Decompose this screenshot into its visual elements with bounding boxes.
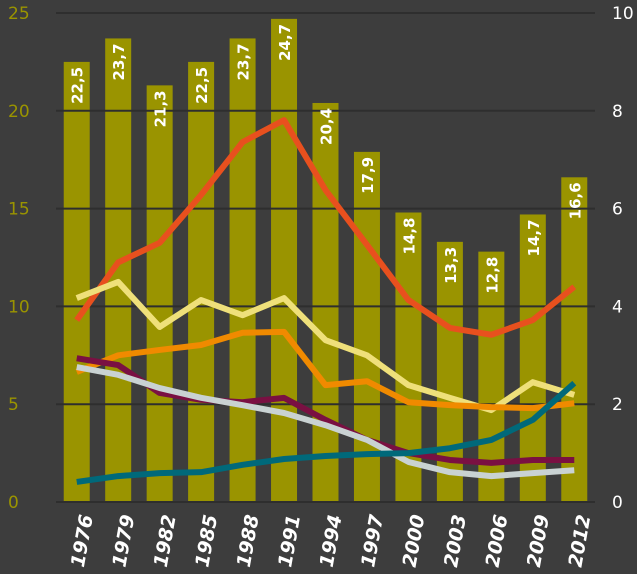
x-tick-label: 1982: [150, 513, 181, 569]
value-label: 20,4: [318, 108, 336, 145]
value-label: 17,9: [359, 157, 377, 194]
y-tick-label: 5: [8, 395, 19, 415]
line-series: [76, 355, 575, 466]
bar: [519, 214, 546, 502]
x-tick-label: 2009: [523, 513, 554, 569]
x-tick-label: 2006: [482, 513, 513, 569]
line-series: [75, 328, 575, 412]
value-label: 13,3: [442, 247, 460, 284]
value-label: 14,7: [525, 219, 543, 256]
bar: [229, 38, 256, 502]
line-series: [76, 380, 577, 485]
x-tick-label: 2012: [565, 513, 596, 569]
y-tick-label: 0: [8, 493, 19, 513]
x-tick-label: 2000: [399, 513, 430, 569]
bar: [312, 102, 339, 502]
y2-tick-label: 2: [612, 395, 623, 415]
bar: [146, 85, 173, 502]
y2-tick-label: 10: [612, 4, 634, 24]
line-series: [76, 364, 575, 480]
x-tick-label: 1994: [316, 513, 347, 569]
value-label: 12,8: [483, 257, 501, 294]
line-series: [74, 117, 577, 338]
x-tick-label: 2003: [440, 513, 471, 569]
bar: [271, 18, 298, 502]
bar: [188, 61, 215, 503]
value-label: 21,3: [152, 90, 170, 127]
y2-tick-label: 8: [612, 102, 623, 122]
y-tick-label: 10: [8, 297, 30, 317]
y2-tick-label: 0: [612, 493, 623, 513]
x-tick-label: 1979: [108, 513, 139, 569]
value-label: 22,5: [69, 67, 87, 104]
x-tick-label: 1976: [67, 513, 98, 569]
y2-tick-label: 4: [612, 297, 623, 317]
y-tick-label: 25: [8, 4, 30, 24]
value-label: 14,8: [400, 218, 418, 255]
bar: [63, 61, 90, 503]
value-label: 24,7: [276, 24, 294, 61]
y2-tick-label: 6: [612, 200, 623, 220]
value-label: 16,6: [566, 182, 584, 219]
x-tick-label: 1991: [274, 513, 305, 569]
x-tick-label: 1985: [191, 513, 222, 569]
x-tick-label: 1997: [357, 512, 388, 569]
value-label: 23,7: [235, 43, 253, 80]
value-label: 23,7: [110, 43, 128, 80]
value-label: 22,5: [193, 67, 211, 104]
y-tick-label: 15: [8, 200, 30, 220]
bar: [561, 177, 588, 502]
x-tick-label: 1988: [233, 513, 264, 569]
bar: [353, 151, 380, 502]
y-tick-label: 20: [8, 102, 30, 122]
